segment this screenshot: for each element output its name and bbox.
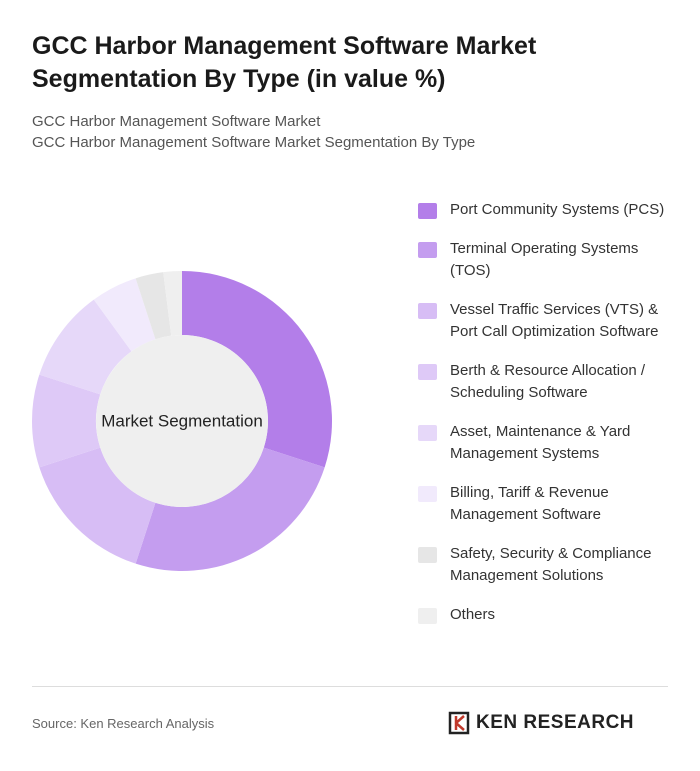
donut-slice: [39, 447, 156, 564]
legend-label: Safety, Security & Compliance Management…: [450, 544, 652, 585]
legend-label: Berth & Resource Allocation / Scheduling…: [450, 361, 646, 402]
legend-swatch: [418, 424, 437, 441]
legend-label: Others: [450, 605, 496, 623]
legend-item: Others: [418, 604, 678, 627]
legend-item: Berth & Resource Allocation / Scheduling…: [418, 360, 678, 405]
legend-item: Billing, Tariff & Revenue Management Sof…: [418, 482, 678, 527]
subtitle: GCC Harbor Management Software Market: [32, 113, 321, 130]
donut-slice: [135, 447, 325, 571]
legend-item: Asset, Maintenance & Yard Management Sys…: [418, 421, 678, 466]
donut-slice: [163, 271, 182, 336]
legend-swatch: [418, 485, 437, 502]
legend-item: Terminal Operating Systems (TOS): [418, 238, 678, 283]
legend-swatch: [418, 302, 437, 319]
legend-swatch: [418, 241, 437, 258]
legend-label: Billing, Tariff & Revenue Management Sof…: [450, 483, 609, 524]
legend-label: Asset, Maintenance & Yard Management Sys…: [450, 422, 631, 463]
legend-label: Vessel Traffic Services (VTS) & Port Cal…: [450, 300, 659, 341]
center-label: Market Segmentation: [101, 411, 263, 430]
legend: Port Community Systems (PCS) Terminal Ope…: [418, 199, 678, 626]
legend-item: Port Community Systems (PCS): [418, 199, 678, 222]
legend-swatch: [418, 546, 437, 563]
donut-slice: [135, 272, 172, 340]
brand-logo: KEN RESEARCH: [448, 711, 634, 735]
legend-swatch: [418, 607, 437, 624]
source: Source: Ken Research Analysis: [32, 716, 215, 731]
divider: [32, 686, 668, 687]
donut-slice: [39, 299, 132, 395]
chart-title: GCC Harbor Management Software Market Se…: [32, 32, 537, 93]
donut-slice: [93, 278, 156, 352]
legend-swatch: [418, 363, 437, 380]
legend-label: Terminal Operating Systems (TOS): [450, 239, 639, 280]
subtitle: GCC Harbor Management Software Market Se…: [32, 134, 476, 151]
donut-slice: [32, 374, 101, 468]
logo-icon: [448, 711, 470, 735]
donut-hole: [96, 335, 268, 507]
brand-name: KEN RESEARCH: [476, 712, 635, 733]
legend-item: Vessel Traffic Services (VTS) & Port Cal…: [418, 299, 678, 344]
legend-swatch: [418, 203, 437, 219]
legend-item: Safety, Security & Compliance Management…: [418, 543, 678, 588]
legend-label: Port Community Systems (PCS): [450, 201, 665, 218]
donut-slice: [182, 271, 332, 468]
